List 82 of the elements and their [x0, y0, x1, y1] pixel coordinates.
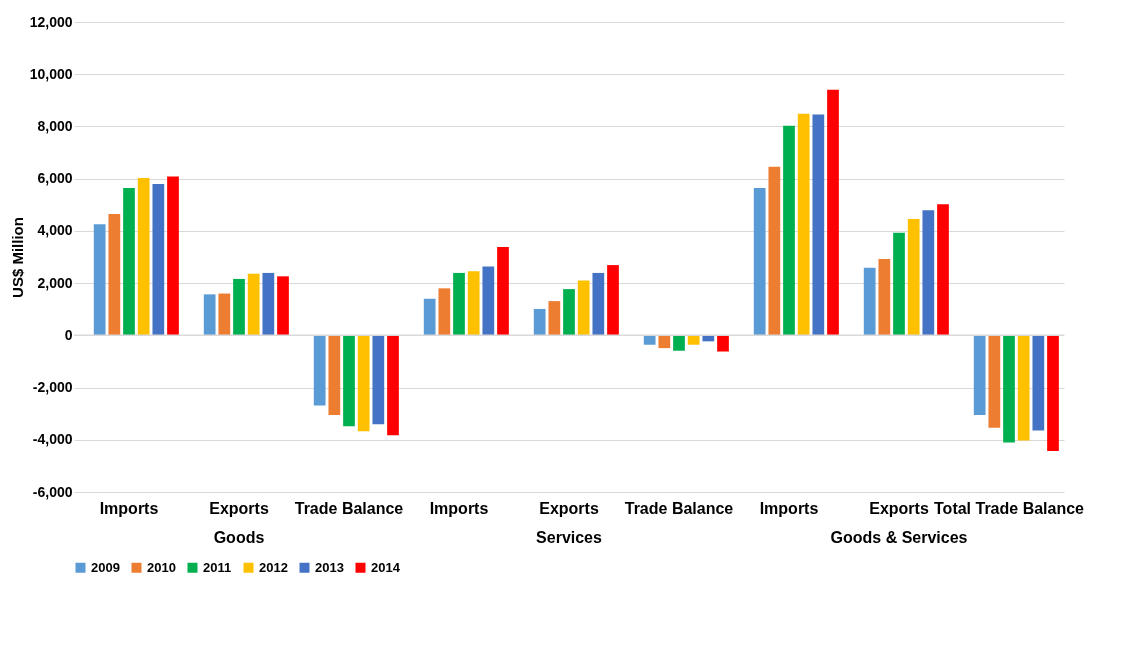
bar — [907, 218, 920, 336]
y-axis-title: US$ Million — [8, 217, 26, 298]
bar — [357, 335, 370, 432]
bar — [262, 272, 275, 336]
y-tick-label: 2,000 — [37, 274, 73, 291]
legend-label: 2011 — [203, 559, 232, 575]
bar — [607, 265, 619, 336]
y-tick-label: -2,000 — [32, 379, 73, 396]
bar — [812, 114, 825, 336]
y-tick-label: -6,000 — [32, 483, 73, 500]
bar — [658, 335, 671, 349]
bar — [643, 335, 656, 345]
x-tick-label: Exports — [869, 499, 929, 517]
bar — [497, 247, 509, 336]
bar — [768, 166, 781, 336]
bar — [673, 335, 685, 351]
bar — [797, 113, 810, 336]
bar — [93, 224, 106, 336]
legend-label: 2013 — [315, 559, 344, 575]
x-tick-label: Trade Balance — [294, 499, 404, 517]
bar — [533, 308, 546, 336]
text: Services — [536, 529, 603, 546]
legend-label: 2014 — [371, 559, 401, 575]
bar — [577, 280, 590, 336]
bar — [878, 259, 891, 336]
bar — [467, 271, 480, 336]
text: Goods — [213, 529, 265, 546]
y-tick-label: 8,000 — [37, 117, 73, 134]
bar — [387, 335, 399, 436]
bar — [753, 188, 766, 336]
bar — [482, 266, 495, 336]
bar — [123, 188, 135, 336]
x-tick-label: Exports — [209, 499, 269, 517]
bar — [277, 276, 289, 336]
bar — [592, 272, 605, 336]
bar — [973, 335, 986, 415]
x-tick-label: Imports — [759, 499, 819, 517]
bar — [152, 183, 165, 336]
x-tick-label: Imports — [99, 499, 159, 517]
x-tick-label: Trade Balance — [624, 499, 734, 517]
bar — [247, 273, 260, 336]
bar — [863, 267, 876, 336]
legend-label: 2012 — [259, 559, 288, 575]
bar — [108, 213, 121, 336]
y-tick-label: 12,000 — [29, 13, 73, 30]
bar — [717, 335, 729, 352]
bar — [423, 298, 436, 336]
bar — [343, 335, 355, 427]
y-tick-label: 0 — [64, 326, 73, 343]
bar — [233, 278, 245, 336]
bar — [563, 289, 575, 336]
bar — [548, 301, 561, 336]
bar — [687, 335, 700, 345]
bar — [203, 294, 216, 336]
y-tick-label: 10,000 — [29, 65, 73, 82]
bar — [1047, 335, 1059, 452]
bar — [922, 210, 935, 336]
bar — [988, 335, 1001, 428]
legend-label: 2009 — [91, 559, 120, 575]
bar — [1017, 335, 1030, 441]
y-tick-label: 6,000 — [37, 170, 73, 187]
y-tick-label: -4,000 — [32, 431, 73, 448]
bar — [313, 335, 326, 406]
bar — [137, 177, 150, 336]
bar — [1032, 335, 1045, 431]
bar — [783, 125, 795, 336]
bar — [453, 272, 465, 336]
text: Goods & Services — [830, 529, 968, 546]
bar — [438, 288, 451, 336]
x-tick-label: Total Trade Balance — [934, 499, 1085, 517]
bar — [937, 204, 949, 336]
x-tick-label: Imports — [429, 499, 489, 517]
bar — [372, 335, 385, 425]
x-tick-label: Exports — [539, 499, 599, 517]
bar — [893, 232, 905, 336]
y-tick-label: 4,000 — [37, 222, 73, 239]
bar — [328, 335, 341, 415]
legend-label: 2010 — [147, 559, 176, 575]
bar — [167, 176, 179, 336]
bar — [1003, 335, 1015, 443]
bar — [218, 293, 231, 336]
bar — [827, 89, 839, 336]
